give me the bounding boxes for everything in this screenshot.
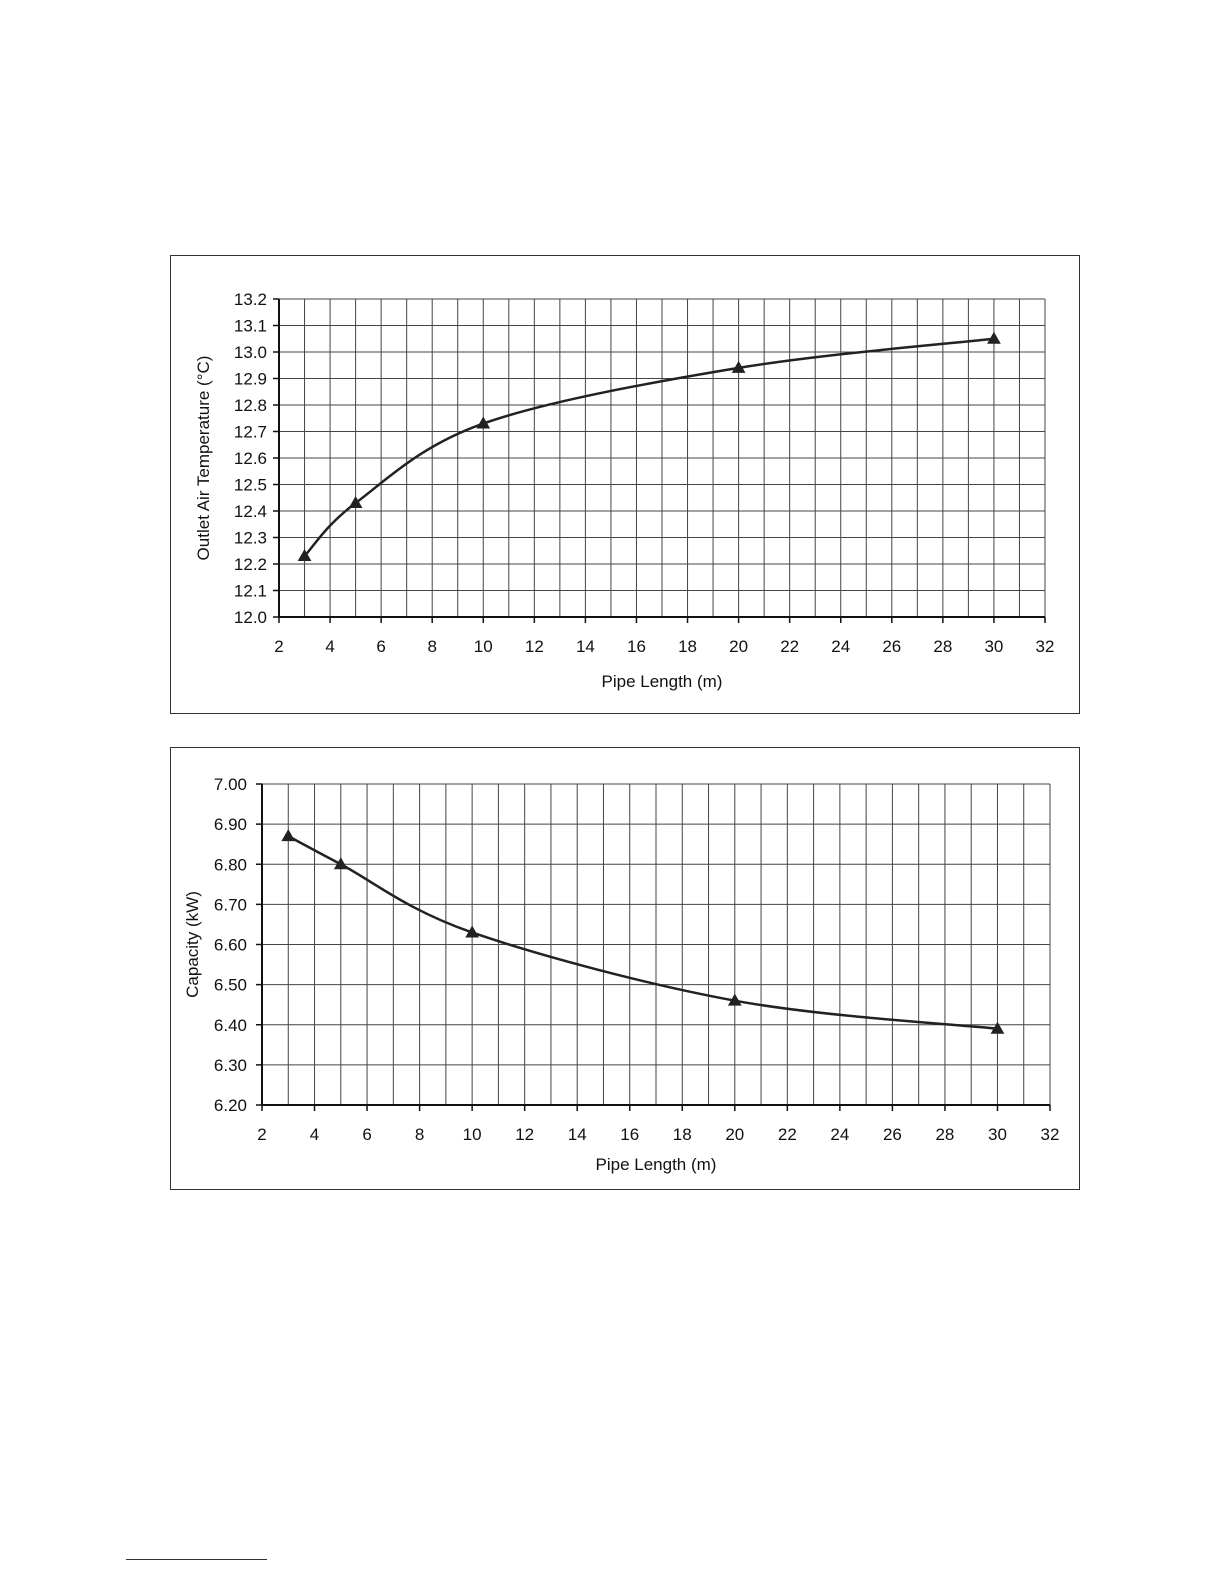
y-tick-label: 13.2 [234, 290, 267, 309]
y-tick-label: 12.1 [234, 582, 267, 601]
x-tick-label: 20 [725, 1125, 744, 1144]
y-tick-label: 6.60 [214, 936, 247, 955]
x-tick-label: 22 [778, 1125, 797, 1144]
y-tick-label: 13.1 [234, 317, 267, 336]
y-tick-label: 12.5 [234, 476, 267, 495]
data-point-marker [297, 549, 312, 562]
x-tick-label: 2 [257, 1125, 266, 1144]
x-tick-label: 8 [415, 1125, 424, 1144]
data-point-marker [727, 993, 742, 1006]
x-tick-label: 20 [729, 637, 748, 656]
x-tick-label: 10 [474, 637, 493, 656]
data-point-marker [281, 829, 296, 842]
gridlines [261, 783, 1051, 1106]
x-tick-label: 26 [882, 637, 901, 656]
gridlines [278, 298, 1046, 618]
x-tick-label: 30 [984, 637, 1003, 656]
data-point-marker [476, 416, 491, 429]
chart-2-svg: 2 4 6 8 10 12 14 16 18 20 22 24 26 28 30 326.206.306.40… [183, 775, 1060, 1174]
y-tick-label: 6.40 [214, 1016, 247, 1035]
y-tick-label: 12.2 [234, 555, 267, 574]
x-tick-label: 14 [568, 1125, 587, 1144]
x-tick-label: 24 [830, 1125, 849, 1144]
x-tick-label: 24 [831, 637, 850, 656]
y-axis-title: Capacity (kW) [183, 891, 202, 998]
y-tick-label: 6.70 [214, 895, 247, 914]
y-tick-label: 12.4 [234, 502, 267, 521]
x-tick-label: 12 [525, 637, 544, 656]
series-line [303, 337, 996, 558]
x-tick-label: 14 [576, 637, 595, 656]
y-tick-label: 12.7 [234, 423, 267, 442]
x-tick-label: 30 [988, 1125, 1007, 1144]
x-tick-label: 26 [883, 1125, 902, 1144]
y-tick-label: 6.50 [214, 976, 247, 995]
data-point-marker [987, 331, 1001, 344]
y-tick-label: 6.30 [214, 1056, 247, 1075]
x-tick-label: 12 [515, 1125, 534, 1144]
chart-capacity: 2 4 6 8 10 12 14 16 18 20 22 24 26 28 30 32 6.20 6.30 6.40… [170, 747, 1080, 1190]
y-tick-label: 6.20 [214, 1096, 247, 1115]
x-tick-label: 18 [673, 1125, 692, 1144]
x-tick-label: 32 [1036, 637, 1055, 656]
x-tick-label: 28 [935, 1125, 954, 1144]
y-tick-label: 6.80 [214, 855, 247, 874]
x-tick-label: 18 [678, 637, 697, 656]
y-tick-label: 12.6 [234, 449, 267, 468]
y-axis-title: Outlet Air Temperature (°C) [194, 356, 213, 561]
x-tick-label: 2 [274, 637, 283, 656]
y-tick-label: 7.00 [214, 775, 247, 794]
x-tick-label: 22 [780, 637, 799, 656]
y-tick-label: 12.3 [234, 529, 267, 548]
data-point-marker [990, 1021, 1005, 1034]
x-tick-label: 6 [362, 1125, 371, 1144]
x-tick-label: 4 [325, 637, 334, 656]
series-line [287, 834, 999, 1031]
chart-1-svg: 2 4 6 8 10 12 14 16 18 20 22 24 26 28 30 3212.012.112.2… [194, 290, 1055, 691]
y-tick-label: 12.0 [234, 608, 267, 627]
x-tick-label: 32 [1041, 1125, 1060, 1144]
x-tick-label: 28 [933, 637, 952, 656]
y-tick-label: 12.9 [234, 370, 267, 389]
y-tick-label: 13.0 [234, 343, 267, 362]
y-tick-label: 12.8 [234, 396, 267, 415]
x-tick-label: 4 [310, 1125, 319, 1144]
x-tick-label: 10 [463, 1125, 482, 1144]
y-tick-label: 6.90 [214, 815, 247, 834]
footnote-rule [126, 1559, 267, 1560]
x-tick-label: 6 [376, 637, 385, 656]
data-point-marker [465, 925, 479, 938]
data-point-marker [731, 360, 746, 373]
x-tick-label: 8 [427, 637, 436, 656]
x-tick-label: 16 [627, 637, 646, 656]
x-tick-label: 16 [620, 1125, 639, 1144]
data-point-marker [348, 496, 363, 509]
x-axis-title: Pipe Length (m) [596, 1155, 717, 1174]
chart-outlet-air-temperature: 2 4 6 8 10 12 14 16 18 20 22 24 26 28 30 32 12.0 12.1 12.2… [170, 255, 1080, 714]
x-axis-title: Pipe Length (m) [602, 672, 723, 691]
data-point-marker [333, 857, 348, 870]
